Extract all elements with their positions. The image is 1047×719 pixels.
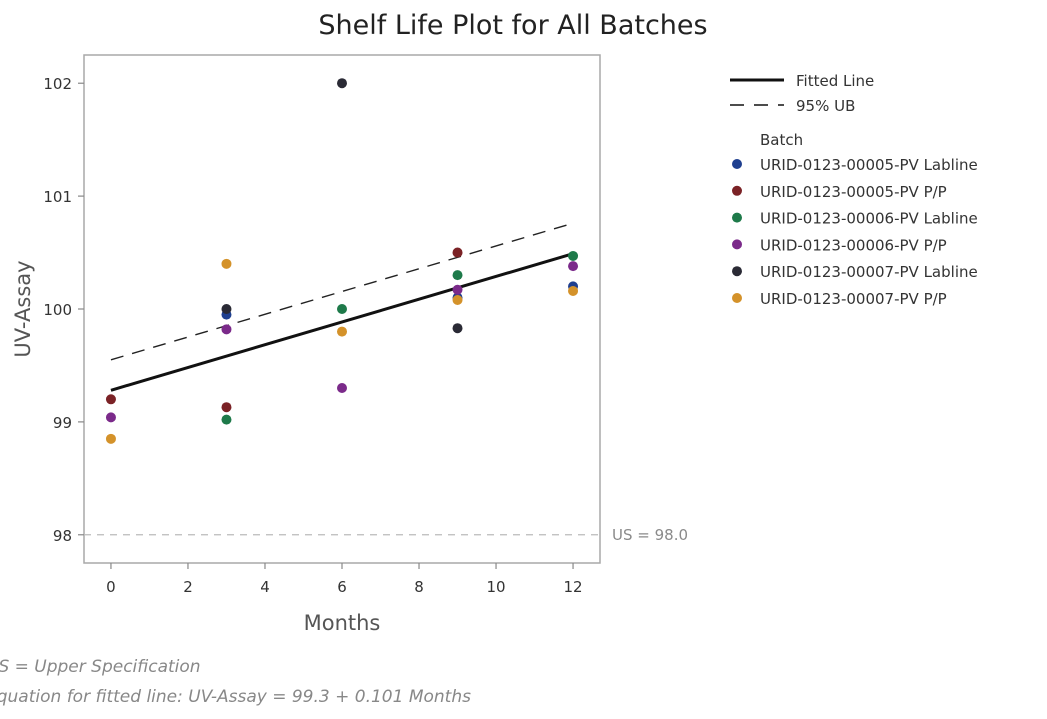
- legend-marker: [732, 293, 742, 303]
- legend-series-label: URID-0123-00006-PV P/P: [760, 236, 947, 254]
- data-point-series-2: [221, 402, 232, 413]
- data-point-series-5: [452, 323, 463, 334]
- data-point-series-3: [337, 304, 347, 314]
- data-point-series-4: [337, 383, 347, 394]
- x-axis-label: Months: [304, 611, 381, 635]
- legend-series-label: URID-0123-00007-PV Labline: [760, 263, 978, 281]
- y-axis-label: UV-Assay: [11, 260, 35, 357]
- data-point-series-4: [568, 261, 579, 272]
- legend-series-label: URID-0123-00005-PV P/P: [760, 183, 947, 201]
- upper-bound-line: [110, 222, 574, 361]
- data-point-series-2: [452, 247, 463, 258]
- upper-spec-label: US = 98.0: [612, 526, 688, 544]
- fit-lines-group: [110, 222, 574, 392]
- legend-line-label: Fitted Line: [796, 72, 874, 90]
- data-point-series-3: [452, 270, 463, 281]
- fitted-line: [110, 252, 574, 392]
- legend-series-label: URID-0123-00007-PV P/P: [760, 290, 947, 308]
- footnote-fitted-equation: Equation for fitted line: UV-Assay = 99.…: [0, 687, 471, 707]
- x-tick-label: 6: [337, 578, 347, 596]
- legend-marker: [732, 239, 742, 250]
- data-point-series-4: [105, 412, 116, 423]
- x-tick-label: 4: [260, 578, 270, 596]
- data-point-series-3: [221, 414, 232, 425]
- data-point-series-6: [337, 326, 347, 337]
- legend-series-label: URID-0123-00005-PV Labline: [760, 156, 978, 174]
- data-point-series-5: [337, 78, 347, 89]
- x-tick-label: 12: [563, 578, 582, 596]
- legend: Fitted Line 95% UB Batch URID-0123-00005-PV…: [730, 72, 978, 308]
- reference-line-group: US = 98.0: [84, 526, 688, 544]
- y-tick-label: 99: [53, 414, 72, 432]
- footnote-upper-spec: US = Upper Specification: [0, 657, 201, 677]
- x-axis-ticks: 0 2 4 6 8 10 12: [106, 563, 583, 596]
- legend-line-label: 95% UB: [796, 97, 855, 115]
- data-point-series-5: [221, 304, 232, 314]
- y-axis-ticks: 98 99 100 101 102: [43, 75, 84, 545]
- x-tick-label: 10: [486, 578, 505, 596]
- legend-marker: [732, 212, 742, 223]
- data-point-series-6: [568, 285, 579, 296]
- data-point-series-6: [105, 433, 116, 444]
- x-tick-label: 0: [106, 578, 116, 596]
- data-point-series-4: [221, 324, 232, 335]
- y-tick-label: 98: [53, 527, 72, 545]
- chart-title: Shelf Life Plot for All Batches: [318, 10, 707, 41]
- legend-marker: [732, 185, 742, 196]
- legend-title: Batch: [760, 131, 803, 149]
- y-tick-label: 100: [43, 301, 72, 319]
- data-point-series-6: [452, 294, 463, 305]
- data-points-group: [105, 78, 579, 444]
- x-tick-label: 8: [414, 578, 424, 596]
- x-tick-label: 2: [183, 578, 193, 596]
- data-point-series-3: [568, 250, 579, 261]
- legend-series-label: URID-0123-00006-PV Labline: [760, 210, 978, 228]
- data-point-series-2: [105, 394, 116, 405]
- data-point-series-6: [221, 258, 232, 269]
- legend-marker: [732, 266, 742, 277]
- y-tick-label: 101: [43, 188, 72, 206]
- legend-marker: [732, 159, 742, 169]
- y-tick-label: 102: [43, 75, 72, 93]
- data-point-series-4: [452, 284, 463, 295]
